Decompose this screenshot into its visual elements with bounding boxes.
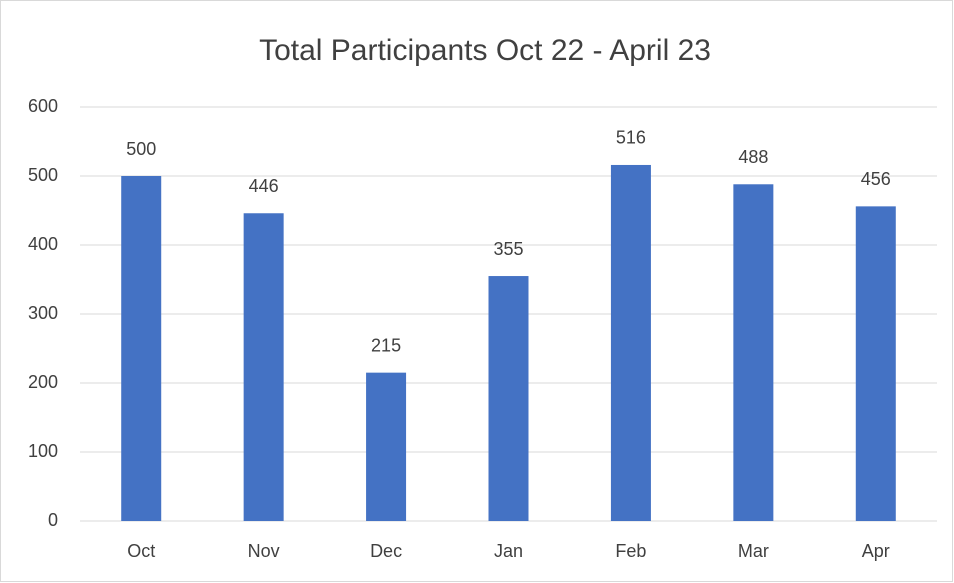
data-label: 355 [493,239,523,259]
data-label: 215 [371,335,401,355]
data-label: 446 [249,176,279,196]
bar [366,372,407,521]
bar [121,176,162,521]
y-tick-label: 500 [28,165,58,185]
x-tick-label: Feb [615,541,646,561]
y-tick-label: 400 [28,234,58,254]
bar [733,184,774,521]
y-tick-label: 600 [28,96,58,116]
x-tick-label: Mar [738,541,769,561]
data-label: 500 [126,139,156,159]
x-tick-label: Apr [862,541,890,561]
y-tick-label: 300 [28,303,58,323]
x-tick-label: Oct [127,541,155,561]
x-tick-label: Nov [248,541,280,561]
bar [855,206,896,522]
bar [488,276,529,521]
chart-title: Total Participants Oct 22 - April 23 [259,34,711,67]
data-label: 516 [616,128,646,148]
data-label: 488 [738,147,768,167]
bar [610,164,651,521]
data-label: 456 [861,169,891,189]
bar [243,213,284,521]
y-tick-label: 100 [28,441,58,461]
y-tick-label: 200 [28,372,58,392]
x-tick-label: Dec [370,541,402,561]
y-tick-label: 0 [48,510,58,530]
x-tick-label: Jan [494,541,523,561]
